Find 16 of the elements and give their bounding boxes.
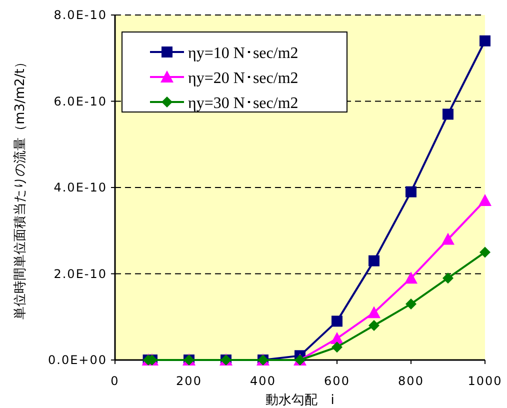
y-tick-label: 6.0E-10 <box>54 94 107 108</box>
y-axis-title: 単位時間単位面積当たりの流量（m3/m2/t） <box>12 56 28 320</box>
y-tick-label: 2.0E-10 <box>54 266 107 281</box>
legend-label: ηy=20 N･sec/m2 <box>188 70 298 87</box>
y-tick-label: 8.0E-10 <box>54 8 107 22</box>
x-tick-label: 600 <box>324 374 350 388</box>
legend-label: ηy=30 N･sec/m2 <box>188 95 298 112</box>
y-tick-label: 0.0E+00 <box>48 353 107 367</box>
x-tick-label: 400 <box>250 374 276 388</box>
x-tick-label: 800 <box>398 374 424 388</box>
x-tick-label: 200 <box>176 374 202 388</box>
x-tick-label: 0 <box>110 374 120 388</box>
legend-label: ηy=10 N･sec/m2 <box>188 45 298 62</box>
y-tick-label: 4.0E-10 <box>54 180 107 194</box>
x-axis-title: 動水勾配 i <box>266 393 334 408</box>
x-tick-label: 1000 <box>468 374 502 388</box>
